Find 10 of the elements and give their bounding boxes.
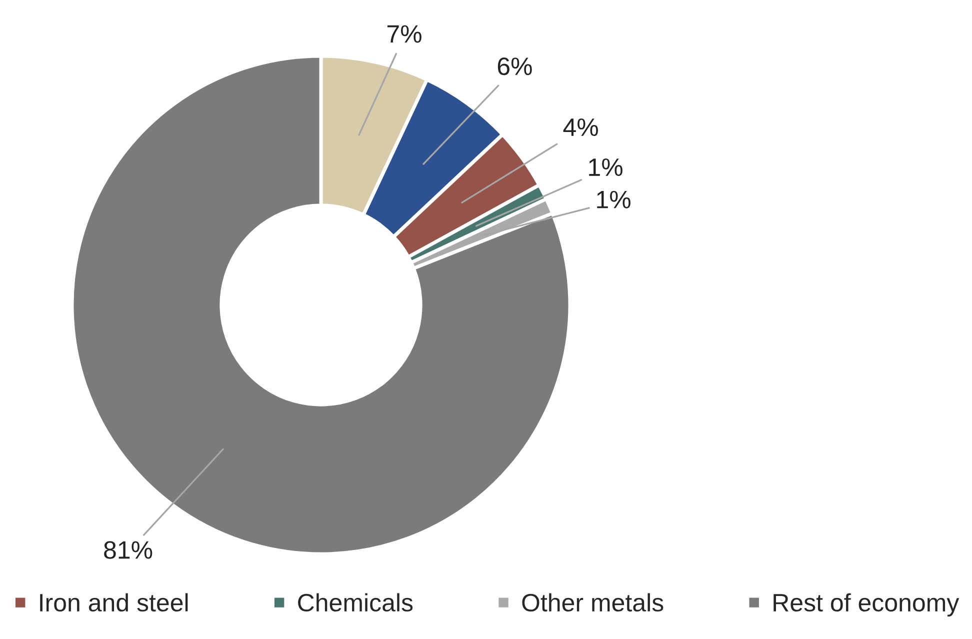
legend-label: Other metals: [522, 593, 664, 612]
legend-label: Iron and steel: [40, 593, 188, 612]
data-label: 81%: [104, 541, 152, 559]
data-label: 1%: [597, 190, 630, 208]
legend-label: Rest of economy: [774, 593, 960, 616]
data-label: 6%: [498, 57, 532, 76]
data-label: 4%: [563, 118, 598, 136]
data-label: 1%: [589, 158, 622, 176]
legend-label: Chemicals: [298, 593, 413, 612]
data-label: 7%: [387, 25, 422, 43]
